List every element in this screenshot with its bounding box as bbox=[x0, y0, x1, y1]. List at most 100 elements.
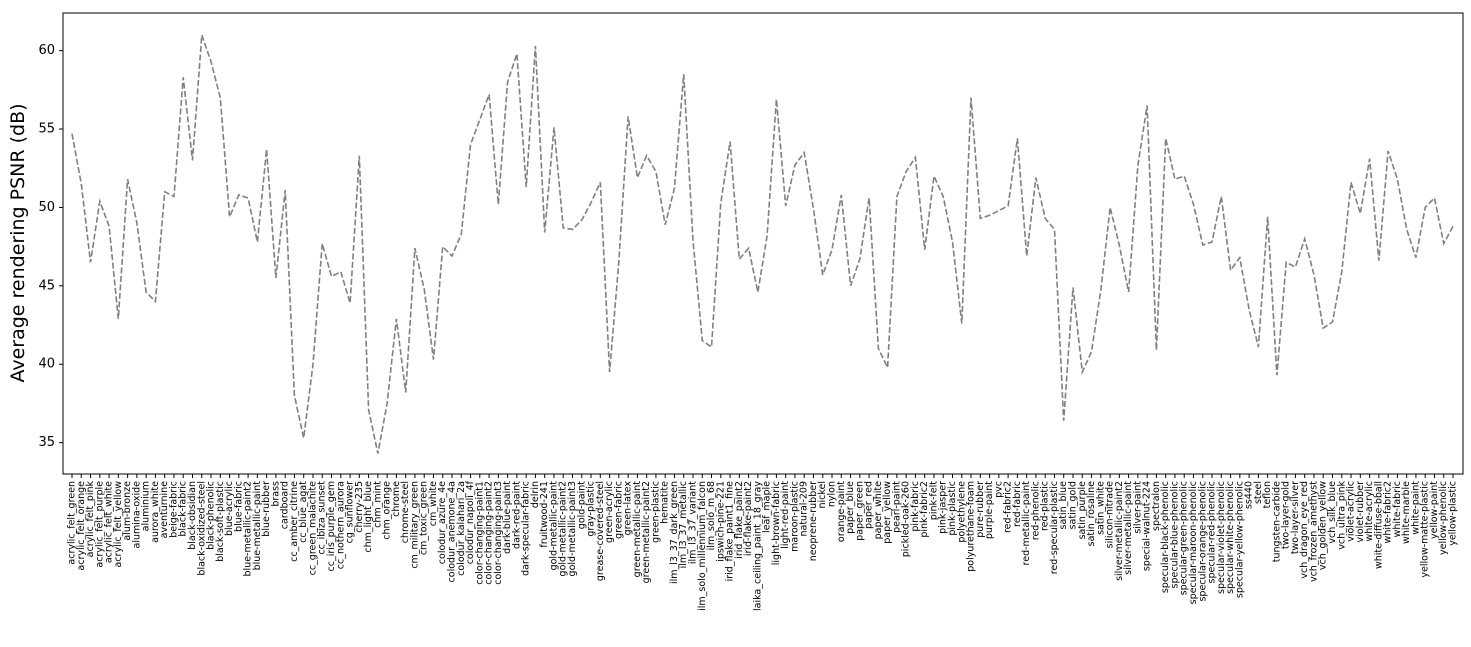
x-tick-label: blue-metallic-paint bbox=[252, 481, 263, 571]
x-tick-label: satin_white bbox=[1095, 481, 1106, 535]
x-tick-label: gold-metallic-paint3 bbox=[567, 481, 578, 576]
x-tick-label: vch_frozen_amethyst bbox=[1308, 481, 1319, 582]
x-tick-label: gold-paint bbox=[576, 481, 587, 529]
x-tick-label: paper_green bbox=[854, 481, 865, 541]
x-tick-label: color-changing-paint3 bbox=[493, 481, 504, 585]
x-tick-label: paper_white bbox=[873, 481, 884, 540]
y-tick-label: 45 bbox=[38, 278, 55, 293]
x-tick-label: beige-fabric bbox=[168, 481, 179, 538]
x-tick-label: pink-fabric2 bbox=[919, 481, 930, 538]
x-tick-label: brass bbox=[270, 481, 281, 507]
x-tick-label: pink-felt bbox=[928, 481, 939, 520]
x-tick-label: white-fabric bbox=[1392, 481, 1403, 537]
x-tick-label: cm_white bbox=[428, 481, 439, 526]
x-tick-label: hematite bbox=[660, 481, 671, 524]
x-tick-label: green-metallic-paint bbox=[632, 481, 643, 578]
x-tick-label: gold-metallic-paint2 bbox=[558, 481, 569, 576]
x-tick-label: nickel bbox=[817, 481, 828, 509]
x-tick-label: specular-orange-phenolic bbox=[1197, 481, 1208, 602]
x-tick-label: tungsten-carbide bbox=[1271, 481, 1282, 562]
x-tick-label: red-plastic bbox=[1040, 481, 1051, 531]
x-tick-label: irid_flake_paint2 bbox=[734, 481, 745, 559]
x-tick-label: red-phenolic bbox=[1030, 481, 1041, 540]
x-tick-label: vch_dragon_eye_red bbox=[1299, 481, 1310, 579]
x-tick-label: specular-green-phenolic bbox=[1179, 481, 1190, 595]
x-tick-label: teflon bbox=[1262, 481, 1273, 508]
x-tick-label: white-paint bbox=[1410, 481, 1421, 535]
x-tick-label: neoprene-rubber bbox=[808, 481, 819, 561]
x-tick-label: paper_blue bbox=[845, 481, 856, 534]
x-tick-label: satin_rosaline bbox=[1086, 481, 1097, 546]
x-tick-label: black-soft-plastic bbox=[215, 481, 226, 562]
x-tick-label: dark-specular-fabric bbox=[521, 481, 532, 576]
x-tick-label: aurora_white bbox=[150, 481, 161, 543]
x-tick-label: acrylic_felt_orange bbox=[76, 481, 87, 571]
x-tick-label: ss440 bbox=[1244, 481, 1255, 509]
x-tick-label: cc_iris_purple_gem bbox=[326, 481, 337, 571]
x-tick-label: silicon-nitrade bbox=[1105, 481, 1116, 548]
x-tick-label: red-specular-plastic bbox=[1049, 481, 1060, 574]
x-tick-label: yellow-phenolic bbox=[1438, 481, 1449, 555]
x-tick-label: nylon bbox=[827, 481, 838, 507]
x-tick-label: white-acrylic bbox=[1364, 481, 1375, 542]
x-tick-label: white-marble bbox=[1401, 481, 1412, 544]
x-tick-label: silver-metallic-paint2 bbox=[1114, 481, 1125, 581]
y-tick-label: 35 bbox=[38, 435, 55, 450]
x-tick-label: ilm_l3_37_metallic bbox=[678, 481, 689, 568]
x-tick-label: aluminium bbox=[141, 481, 152, 531]
x-tick-label: chrome-steel bbox=[400, 481, 411, 543]
x-tick-label: ilm_solo_millennium_falcon bbox=[697, 481, 708, 611]
y-tick-label: 60 bbox=[38, 43, 55, 58]
y-axis-label: Average rendering PSNR (dB) bbox=[7, 103, 29, 382]
x-tick-label: acrylic_felt_pink bbox=[85, 481, 96, 558]
data-line bbox=[71, 34, 1454, 454]
x-tick-label: polyethylene bbox=[956, 481, 967, 543]
x-tick-label: cc_amber_citrine bbox=[289, 481, 300, 562]
plot-frame bbox=[62, 12, 1464, 475]
x-tick-label: aventurnine bbox=[159, 481, 170, 538]
x-tick-label: acrylic_felt_yellow bbox=[113, 481, 124, 568]
x-tick-label: colodur_anemone_4a bbox=[447, 481, 458, 582]
x-tick-label: ilm_solo_m_68 bbox=[706, 481, 717, 550]
x-tick-label: red-fabric2 bbox=[1003, 481, 1014, 533]
x-tick-label: black-oxidized-steel bbox=[196, 481, 207, 576]
x-tick-label: pink-fabric bbox=[910, 481, 921, 532]
x-tick-label: specular-blue-phenolic bbox=[1169, 481, 1180, 588]
x-tick-label: two-layer-silver bbox=[1290, 481, 1301, 554]
x-tick-label: cc_green_malachite bbox=[307, 481, 318, 576]
x-tick-label: chrome bbox=[391, 481, 402, 517]
x-tick-label: green-acrylic bbox=[604, 481, 615, 543]
x-tick-label: green-latex bbox=[623, 481, 634, 536]
x-tick-label: light-red-paint bbox=[780, 481, 791, 549]
x-tick-label: spectralon bbox=[1151, 481, 1162, 531]
x-tick-label: alum-bronze bbox=[122, 481, 133, 541]
x-tick-label: white-diffuse-bball bbox=[1373, 481, 1384, 569]
x-tick-label: cm_military_green bbox=[409, 481, 420, 569]
x-tick-label: vch_ultra_pink bbox=[1336, 481, 1347, 550]
x-tick-label: acrylic_felt_purple bbox=[94, 481, 105, 568]
y-tick-label: 40 bbox=[38, 357, 55, 372]
x-tick-label: colodur_kalahari_2a bbox=[456, 481, 467, 576]
x-tick-label: specular-violet-phenolic bbox=[1216, 481, 1227, 594]
x-tick-label: chm_orange bbox=[382, 481, 393, 540]
y-tick-label: 50 bbox=[38, 200, 55, 215]
x-tick-label: steel bbox=[1253, 481, 1264, 504]
x-tick-label: pvc bbox=[993, 481, 1004, 498]
x-tick-label: purple-paint bbox=[984, 481, 995, 539]
x-tick-label: gold-metallic-paint bbox=[548, 481, 559, 571]
x-tick-label: green-metallic-paint2 bbox=[641, 481, 652, 583]
x-tick-label: red-fabric bbox=[1012, 481, 1023, 527]
x-tick-label: yellow-plastic bbox=[1448, 481, 1459, 546]
x-tick-label: polyurethane-foam bbox=[966, 481, 977, 572]
x-tick-label: ilm_l3_37_dark_green bbox=[669, 481, 680, 584]
x-tick-label: pink-jasper bbox=[938, 481, 949, 534]
x-tick-label: irid-flake-paint2 bbox=[743, 481, 754, 556]
x-tick-label: cc_nothern_aurora bbox=[335, 481, 346, 569]
x-tick-label: light-brown-fabric bbox=[771, 481, 782, 565]
x-tick-label: acrylic_felt_white bbox=[104, 481, 115, 563]
x-tick-label: vch_golden_yellow bbox=[1318, 481, 1329, 570]
x-tick-label: chm_mint bbox=[372, 481, 383, 528]
x-tick-label: paper_red bbox=[864, 481, 875, 529]
x-tick-label: green-plastic bbox=[650, 481, 661, 543]
